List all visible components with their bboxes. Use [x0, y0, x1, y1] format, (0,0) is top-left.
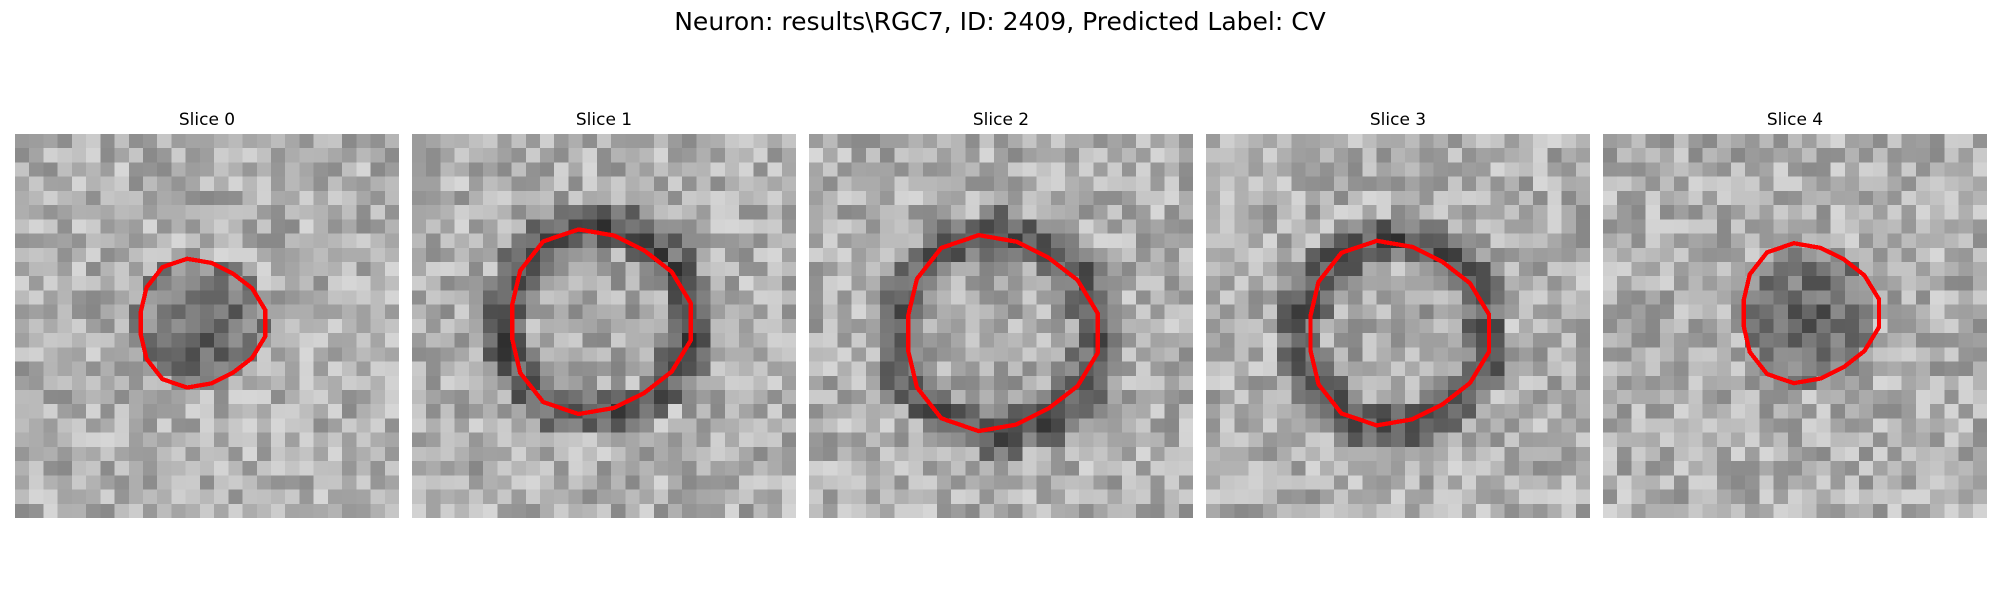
cell-contour-1 [509, 227, 693, 417]
slice-image-4 [1603, 134, 1987, 518]
slice-pixels-2 [809, 134, 1193, 518]
slice-title-3: Slice 3 [1369, 110, 1427, 130]
slice-pixels-4 [1603, 134, 1987, 518]
slice-pixels-3 [1206, 134, 1590, 518]
cell-contour-0 [138, 256, 268, 390]
slice-image-0 [15, 134, 399, 518]
slice-pixels-1 [412, 134, 796, 518]
cell-contour-3 [1308, 238, 1492, 428]
slice-image-2 [809, 134, 1193, 518]
slice-title-4: Slice 4 [1766, 110, 1824, 130]
slice-image-1 [412, 134, 796, 518]
slice-title-2: Slice 2 [972, 110, 1030, 130]
slice-pixels-0 [15, 134, 399, 518]
figure-title: Neuron: results\RGC7, ID: 2409, Predicte… [674, 7, 1326, 36]
cell-contour-4 [1741, 241, 1882, 386]
slice-title-0: Slice 0 [178, 110, 236, 130]
cell-contour-2 [906, 232, 1100, 434]
slice-image-3 [1206, 134, 1590, 518]
slice-title-1: Slice 1 [575, 110, 633, 130]
